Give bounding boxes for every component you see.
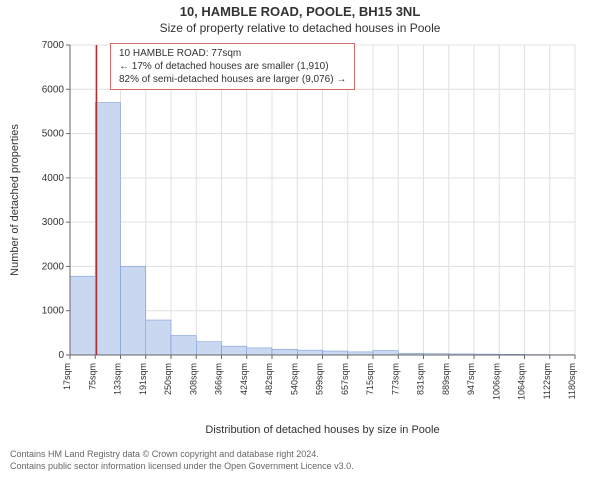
svg-text:1000: 1000 (42, 306, 65, 317)
svg-text:773sqm: 773sqm (390, 363, 400, 395)
svg-text:133sqm: 133sqm (113, 363, 123, 395)
histogram-bar (222, 346, 247, 355)
histogram-bar (146, 320, 171, 355)
legend-line-1: 10 HAMBLE ROAD: 77sqm (119, 47, 346, 60)
svg-text:831sqm: 831sqm (416, 363, 426, 395)
footer-line-2: Contains public sector information licen… (10, 461, 590, 473)
histogram-bar (247, 348, 272, 355)
svg-text:17sqm: 17sqm (62, 363, 72, 390)
svg-text:599sqm: 599sqm (315, 363, 325, 395)
legend-line-3: 82% of semi-detached houses are larger (… (119, 73, 346, 86)
page-title-1: 10, HAMBLE ROAD, POOLE, BH15 3NL (0, 4, 600, 19)
histogram-bar (171, 336, 196, 355)
svg-text:482sqm: 482sqm (264, 363, 274, 395)
svg-text:2000: 2000 (42, 261, 65, 272)
svg-text:540sqm: 540sqm (289, 363, 299, 395)
histogram-bar (70, 276, 95, 355)
svg-text:191sqm: 191sqm (138, 363, 148, 395)
histogram-bar (373, 351, 398, 355)
svg-text:6000: 6000 (42, 84, 65, 95)
histogram-chart: 0 1000 2000 3000 4000 5000 6000 7000 17sqm 75sqm 1… (0, 35, 600, 445)
svg-text:308sqm: 308sqm (188, 363, 198, 395)
histogram-bar (323, 351, 348, 355)
histogram-bar (196, 342, 221, 355)
svg-text:715sqm: 715sqm (365, 363, 375, 395)
svg-text:4000: 4000 (42, 173, 65, 184)
svg-text:1122sqm: 1122sqm (542, 363, 552, 399)
svg-text:657sqm: 657sqm (340, 363, 350, 395)
svg-text:947sqm: 947sqm (466, 363, 476, 395)
svg-text:3000: 3000 (42, 217, 65, 228)
histogram-bar (95, 103, 120, 355)
svg-text:1064sqm: 1064sqm (517, 363, 527, 400)
svg-text:889sqm: 889sqm (441, 363, 451, 395)
svg-text:7000: 7000 (42, 40, 65, 51)
svg-text:0: 0 (58, 350, 64, 361)
page-title-2: Size of property relative to detached ho… (0, 21, 600, 35)
svg-text:75sqm: 75sqm (87, 363, 97, 390)
histogram-bar (297, 350, 322, 355)
chart-container: 0 1000 2000 3000 4000 5000 6000 7000 17sqm 75sqm 1… (0, 35, 600, 445)
svg-text:1180sqm: 1180sqm (567, 363, 577, 399)
footer: Contains HM Land Registry data © Crown c… (0, 445, 600, 472)
svg-text:366sqm: 366sqm (214, 363, 224, 395)
svg-text:424sqm: 424sqm (239, 363, 249, 395)
histogram-bar (121, 266, 146, 355)
histogram-bar (272, 349, 297, 355)
footer-line-1: Contains HM Land Registry data © Crown c… (10, 449, 590, 461)
legend-line-2: ← 17% of detached houses are smaller (1,… (119, 60, 346, 73)
svg-text:250sqm: 250sqm (163, 363, 173, 395)
svg-text:5000: 5000 (42, 129, 65, 140)
y-axis-label: Number of detached properties (9, 124, 21, 276)
svg-text:1006sqm: 1006sqm (491, 363, 501, 400)
x-axis-label: Distribution of detached houses by size … (205, 424, 439, 436)
legend-box: 10 HAMBLE ROAD: 77sqm ← 17% of detached … (110, 43, 355, 90)
